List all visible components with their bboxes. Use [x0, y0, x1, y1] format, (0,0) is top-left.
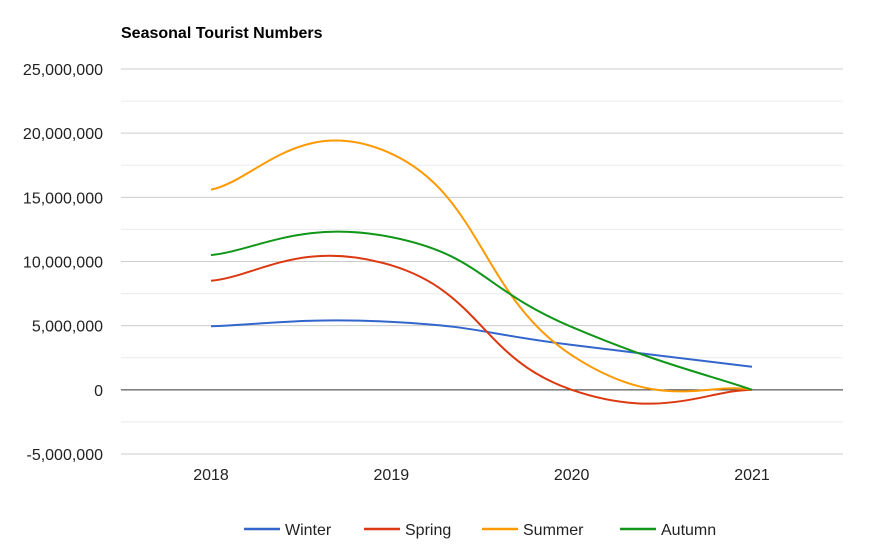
y-tick-label: 0: [94, 383, 103, 400]
legend-item-summer[interactable]: Summer: [482, 522, 584, 539]
x-axis: 2018 2019 2020 2021: [193, 467, 770, 484]
series-line-summer: [210, 139, 753, 393]
y-tick-label: 15,000,000: [23, 190, 103, 207]
legend-item-winter[interactable]: Winter: [244, 522, 332, 539]
series-line-spring: [210, 254, 753, 405]
y-axis: -5,000,000 0 5,000,000 10,000,000 15,000,000…: [23, 62, 103, 464]
y-tick-label: -5,000,000: [26, 447, 103, 464]
x-tick-label: 2018: [193, 467, 229, 484]
legend-item-autumn[interactable]: Autumn: [620, 522, 716, 539]
x-tick-label: 2020: [554, 467, 590, 484]
series-line-winter: [210, 319, 753, 368]
y-tick-label: 25,000,000: [23, 62, 103, 79]
legend-label: Spring: [405, 522, 451, 539]
series-layer: [210, 139, 753, 405]
legend-label: Autumn: [661, 522, 716, 539]
grid-layer: [121, 68, 843, 455]
series-line-autumn: [210, 230, 753, 391]
x-tick-label: 2021: [734, 467, 770, 484]
y-tick-label: 10,000,000: [23, 255, 103, 272]
chart-title: Seasonal Tourist Numbers: [121, 25, 323, 42]
legend: Winter Spring Summer Autumn: [244, 522, 716, 539]
legend-item-spring[interactable]: Spring: [364, 522, 451, 539]
y-tick-label: 20,000,000: [23, 126, 103, 143]
y-tick-label: 5,000,000: [32, 319, 103, 336]
legend-label: Summer: [523, 522, 584, 539]
legend-label: Winter: [285, 522, 332, 539]
x-tick-label: 2019: [374, 467, 410, 484]
